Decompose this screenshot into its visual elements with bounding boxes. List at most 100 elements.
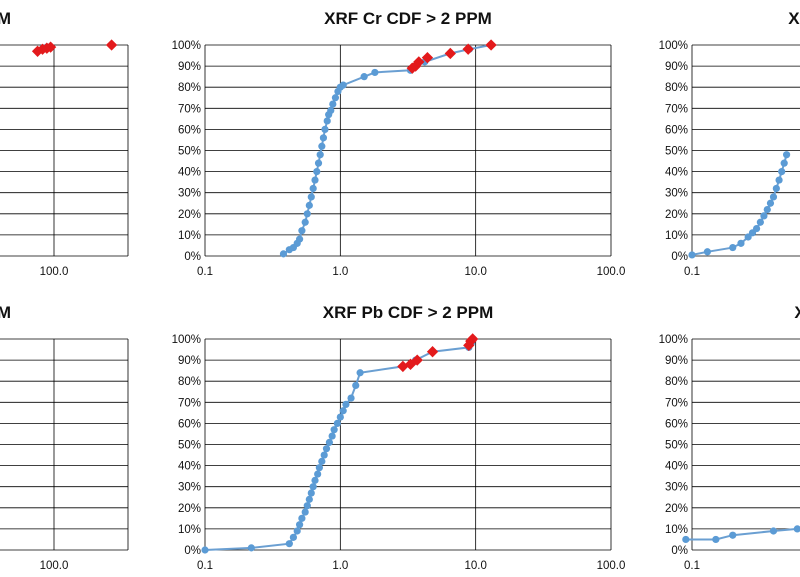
y-tick-label: 40% — [665, 167, 688, 179]
data-point — [285, 540, 293, 548]
data-point — [327, 106, 335, 115]
x-tick-label: 100.0 — [40, 266, 69, 278]
data-point — [305, 495, 313, 503]
data-point — [360, 73, 368, 81]
data-point — [775, 176, 783, 184]
x-tick-label: 0.1 — [684, 560, 700, 572]
y-tick-label: 100% — [659, 40, 688, 52]
y-tick-label: 10% — [178, 524, 201, 536]
y-tick-label: 90% — [665, 355, 688, 367]
data-point — [737, 239, 745, 247]
y-tick-label: 0% — [184, 251, 201, 263]
data-point — [330, 426, 338, 434]
x-tick-label: 1.0 — [332, 266, 348, 278]
outlier-point — [105, 39, 118, 51]
outlier-point — [485, 39, 497, 51]
y-tick-label: 50% — [178, 146, 201, 158]
outlier-point — [444, 47, 456, 60]
data-point — [325, 438, 333, 446]
y-tick-label: 60% — [665, 418, 688, 430]
data-point — [301, 218, 309, 226]
data-point — [763, 205, 771, 214]
x-tick-label: 10.0 — [464, 266, 486, 278]
data-point — [793, 525, 800, 533]
data-point — [356, 369, 364, 377]
data-point — [352, 381, 360, 390]
y-tick-label: 40% — [178, 461, 201, 473]
data-point — [309, 483, 317, 491]
data-point — [321, 125, 329, 133]
y-tick-label: 80% — [178, 82, 201, 94]
data-point — [778, 168, 786, 176]
y-tick-label: 50% — [665, 146, 688, 158]
data-point — [769, 193, 778, 201]
data-point — [729, 243, 737, 252]
data-point — [320, 451, 328, 459]
y-tick-label: 50% — [665, 440, 688, 452]
data-point — [339, 407, 347, 415]
data-point — [313, 168, 321, 176]
x-tick-label: 1.0 — [332, 560, 348, 572]
y-tick-label: 80% — [665, 376, 688, 388]
x-tick-label: 100.0 — [597, 560, 626, 572]
data-point — [760, 212, 768, 220]
y-tick-label: 60% — [665, 124, 688, 136]
y-tick-label: 10% — [665, 230, 688, 242]
data-point — [309, 184, 317, 193]
chart-title: XRF Pb CDF > 2 PPM — [323, 303, 494, 322]
y-tick-label: 30% — [178, 188, 201, 200]
data-point — [314, 159, 323, 167]
data-point — [295, 521, 304, 529]
data-point — [298, 514, 306, 522]
chart-title: XR — [788, 9, 800, 28]
data-point — [756, 218, 764, 226]
data-point — [688, 251, 696, 259]
data-point — [782, 151, 791, 159]
data-point — [303, 502, 311, 510]
y-tick-label: 0% — [671, 251, 688, 263]
data-point — [769, 527, 778, 535]
y-tick-label: 50% — [178, 440, 201, 452]
y-tick-label: 100% — [172, 40, 201, 52]
data-point — [298, 227, 306, 235]
y-tick-label: 100% — [172, 334, 201, 346]
x-tick-label: 0.1 — [684, 266, 700, 278]
y-tick-label: 60% — [178, 124, 201, 136]
data-point — [314, 470, 322, 478]
chart-title: X — [794, 303, 800, 322]
data-point — [766, 199, 775, 207]
data-point — [712, 535, 720, 544]
outlier-point — [426, 346, 439, 358]
chart-title: M — [0, 303, 11, 322]
x-tick-label: 0.1 — [197, 266, 213, 278]
data-point — [318, 142, 326, 150]
y-tick-label: 70% — [665, 397, 688, 409]
data-point — [331, 94, 340, 102]
x-tick-label: 10.0 — [464, 560, 486, 572]
data-point — [301, 508, 309, 516]
chart-title: XRF Cr CDF > 2 PPM — [324, 9, 492, 28]
y-tick-label: 30% — [665, 482, 688, 494]
outlier-point — [44, 41, 57, 53]
data-point — [295, 235, 304, 243]
data-point — [311, 476, 319, 484]
y-tick-label: 70% — [178, 397, 201, 409]
y-tick-label: 80% — [178, 376, 201, 388]
data-point — [316, 151, 324, 159]
data-point — [322, 445, 331, 453]
data-point — [315, 464, 323, 472]
x-tick-label: 100.0 — [40, 560, 69, 572]
data-point — [342, 400, 350, 409]
chart-title: M — [0, 9, 11, 28]
y-tick-label: 0% — [671, 545, 688, 557]
y-tick-label: 100% — [659, 334, 688, 346]
data-point — [371, 68, 379, 77]
outlier-point — [467, 333, 479, 345]
data-point — [339, 81, 347, 89]
data-point — [323, 117, 331, 125]
y-tick-label: 0% — [184, 545, 201, 557]
data-point — [772, 184, 780, 193]
x-tick-label: 100.0 — [597, 266, 626, 278]
y-tick-label: 90% — [665, 61, 688, 73]
y-tick-label: 40% — [665, 461, 688, 473]
